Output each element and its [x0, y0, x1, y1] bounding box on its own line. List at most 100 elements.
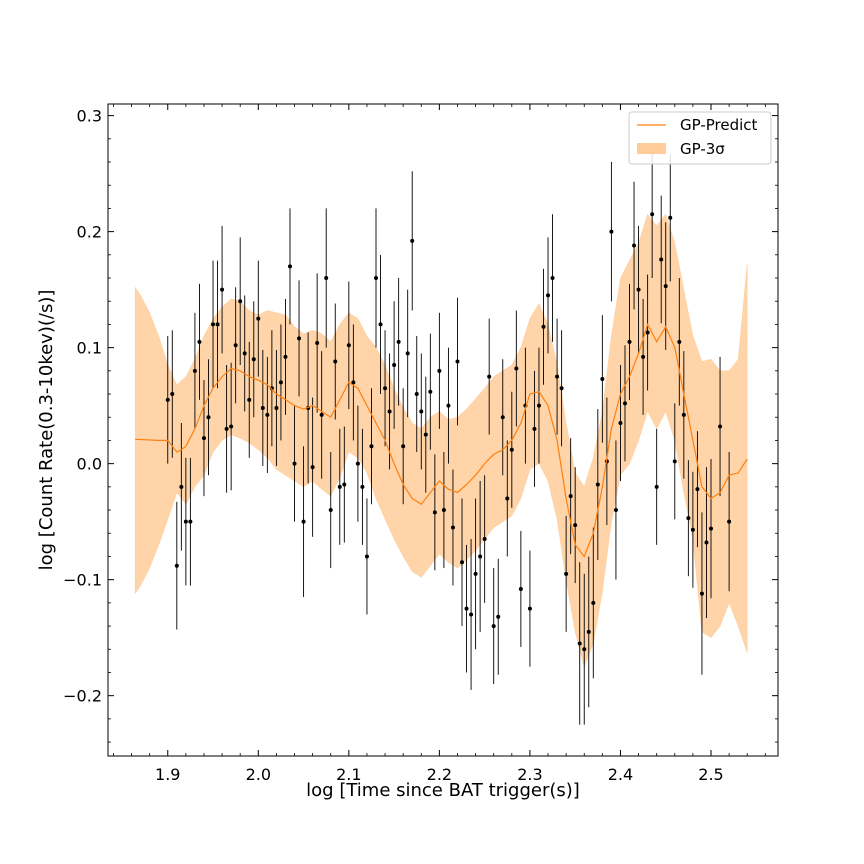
data-point [636, 287, 641, 292]
y-tick-label: 0.1 [77, 339, 102, 358]
data-point [211, 322, 216, 327]
data-point [265, 412, 270, 417]
data-point [201, 436, 206, 441]
data-point [718, 424, 723, 429]
data-point [591, 600, 596, 605]
data-point [229, 424, 234, 429]
x-tick-label: 1.9 [155, 765, 180, 784]
x-tick-label: 2.5 [698, 765, 723, 784]
data-point [654, 484, 659, 489]
data-point [432, 510, 437, 515]
data-point [455, 359, 460, 364]
data-point [428, 389, 433, 394]
y-axis-ticks: −0.2 −0.1 0.0 0.1 0.2 0.3 [63, 107, 778, 743]
data-point [242, 351, 247, 356]
x-tick-label: 2.4 [608, 765, 633, 784]
data-point [369, 444, 374, 449]
data-point [659, 257, 664, 262]
data-point [613, 508, 618, 513]
plot-area [134, 150, 748, 725]
data-point [681, 412, 686, 417]
x-tick-label: 2.2 [427, 765, 452, 784]
data-point [672, 459, 677, 464]
data-point [509, 447, 514, 452]
data-point [401, 444, 406, 449]
legend-band-swatch [637, 143, 666, 154]
data-point [233, 343, 238, 348]
data-point [346, 343, 351, 348]
data-point [251, 357, 256, 362]
data-point [582, 647, 587, 652]
data-point [690, 527, 695, 532]
data-point [297, 336, 302, 341]
data-point [677, 339, 682, 344]
data-point [287, 264, 292, 269]
data-point [482, 537, 487, 542]
gp-predict-line [135, 322, 748, 558]
data-point [414, 392, 419, 397]
data-point [446, 403, 451, 408]
data-point [179, 484, 184, 489]
data-point [645, 330, 650, 335]
data-point [174, 563, 179, 568]
data-point [518, 586, 523, 591]
data-point [568, 494, 573, 499]
axes-frame [107, 103, 779, 757]
data-point [337, 484, 342, 489]
data-point [460, 560, 465, 565]
data-point [469, 612, 474, 617]
data-point [609, 229, 614, 234]
data-point [188, 519, 193, 524]
x-tick-label: 2.1 [336, 765, 361, 784]
data-point [324, 276, 329, 281]
data-point [595, 482, 600, 487]
data-point [699, 591, 704, 596]
data-point [247, 397, 252, 402]
data-point [473, 571, 478, 576]
data-point [514, 366, 519, 371]
data-point [215, 322, 220, 327]
data-point [464, 606, 469, 611]
data-point [632, 243, 637, 248]
data-point [333, 359, 338, 364]
data-point [423, 432, 428, 437]
data-point [622, 401, 627, 406]
data-point [238, 299, 243, 304]
y-tick-label: 0.2 [77, 223, 102, 242]
data-point [351, 380, 356, 385]
data-point [387, 409, 392, 414]
data-point [315, 340, 320, 345]
data-point [301, 519, 306, 524]
data-point [192, 368, 197, 373]
x-axis-ticks: 1.9 2.0 2.1 2.2 2.3 2.4 2.5 [113, 104, 766, 784]
data-point [292, 461, 297, 466]
data-point [260, 405, 265, 410]
data-point [405, 351, 410, 356]
data-point [487, 374, 492, 379]
data-point [374, 276, 378, 281]
data-point [183, 519, 188, 524]
data-point [437, 368, 442, 373]
data-point [727, 519, 732, 524]
data-point [224, 426, 229, 431]
data-point [600, 376, 605, 381]
y-tick-label: 0.3 [77, 107, 102, 126]
data-point [419, 409, 424, 414]
data-point [310, 465, 315, 470]
data-point [441, 508, 446, 513]
data-point [627, 339, 632, 344]
data-point [256, 316, 261, 321]
data-point [541, 324, 546, 329]
data-point [618, 421, 623, 426]
data-point [505, 496, 510, 501]
data-point [695, 487, 700, 492]
data-point [536, 403, 541, 408]
data-point [355, 461, 360, 466]
y-tick-label: 0.0 [77, 455, 102, 474]
data-point [527, 606, 532, 611]
data-point [274, 405, 279, 410]
data-point [220, 287, 225, 292]
y-axis-label: log [Count Rate(0.3-10kev)(/s)] [36, 290, 57, 571]
data-point [378, 322, 383, 327]
data-point [704, 540, 709, 545]
